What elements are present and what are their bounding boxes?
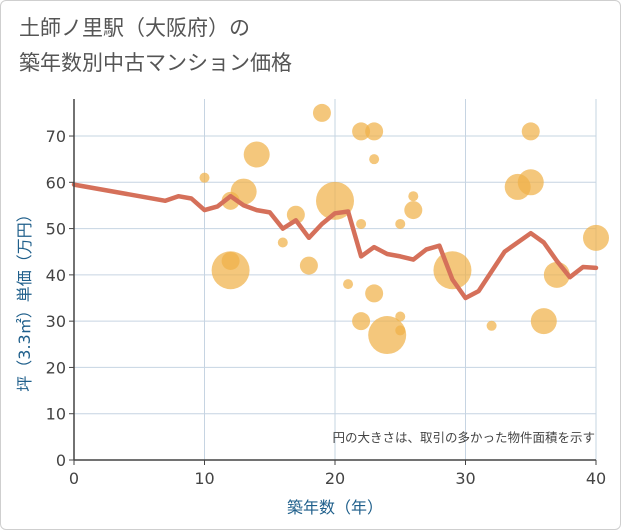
- x-tick-label: 30: [455, 469, 475, 488]
- bubble-point: [286, 205, 305, 224]
- grid: [74, 99, 597, 460]
- x-tick-label: 0: [69, 469, 79, 488]
- bubble-point: [395, 311, 406, 322]
- bubble-point: [365, 284, 384, 303]
- bubble-point: [365, 122, 384, 141]
- bubble-point: [521, 122, 540, 141]
- trend-line-group: [71, 182, 599, 301]
- bubble-point: [486, 320, 497, 331]
- bubble-point: [517, 169, 544, 196]
- x-axis-label: 築年数（年）: [287, 498, 383, 517]
- bubble-point: [408, 191, 419, 202]
- y-tick-label: 0: [56, 451, 66, 470]
- bubble-point: [395, 325, 406, 336]
- bubble-point: [343, 279, 354, 290]
- x-tick-label: 40: [586, 469, 606, 488]
- bubble-point: [243, 141, 270, 168]
- bubble-point: [368, 316, 407, 355]
- bubble-point: [404, 201, 423, 220]
- chart-title: 土師ノ里駅（大阪府）の 築年数別中古マンション価格: [19, 11, 292, 81]
- y-tick-label: 10: [46, 405, 66, 424]
- chart-title-line2: 築年数別中古マンション価格: [19, 51, 292, 75]
- x-tick-label: 10: [194, 469, 214, 488]
- x-tick-label: 20: [325, 469, 345, 488]
- bubble-point: [356, 218, 367, 229]
- bubble-point: [199, 172, 210, 183]
- trend-line: [71, 182, 599, 301]
- chart-note: 円の大きさは、取引の多かった物件面積を示す: [332, 430, 595, 445]
- y-tick-label: 50: [46, 220, 66, 239]
- y-tick-label: 70: [46, 127, 66, 146]
- bubble-point: [312, 103, 331, 122]
- y-tick-label: 40: [46, 266, 66, 285]
- bubble-point: [299, 256, 318, 275]
- bubble-point: [352, 312, 371, 331]
- bubble-point: [277, 237, 288, 248]
- y-tick-label: 20: [46, 358, 66, 377]
- bubble-point: [433, 251, 472, 290]
- bubble-point: [352, 122, 371, 141]
- bubble-point: [395, 218, 406, 229]
- bubble-point: [211, 251, 250, 290]
- bubble-point: [530, 308, 557, 335]
- chart-title-line1: 土師ノ里駅（大阪府）の: [19, 16, 250, 40]
- bubble-point: [583, 224, 609, 251]
- axes: 0 10 20 30 40 50 60 70 0 10 20 30 40: [46, 99, 606, 488]
- y-axis-label: 坪（3.3㎡）単価（万円）: [15, 206, 34, 391]
- bubbles: [199, 103, 609, 355]
- y-tick-label: 30: [46, 312, 66, 331]
- y-tick-label: 60: [46, 173, 66, 192]
- bubble-point: [369, 154, 380, 165]
